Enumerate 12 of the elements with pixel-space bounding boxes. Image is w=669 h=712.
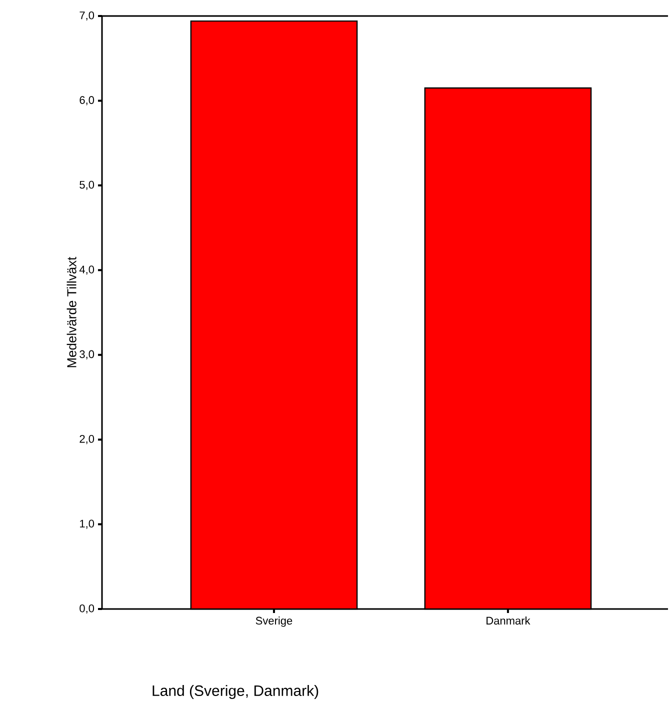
x-tick-label: Danmark [486, 616, 530, 625]
y-axis-title: Medelvärde Tillväxt [66, 256, 76, 368]
y-tick-label: 4,0 [80, 266, 94, 275]
y-tick-label: 7,0 [80, 11, 94, 21]
y-tick-label: 0,0 [80, 604, 94, 614]
y-tick-label: 2,0 [80, 435, 94, 444]
y-tick-label: 3,0 [80, 350, 94, 360]
x-axis-title: Land (Sverige, Danmark) [152, 685, 318, 699]
y-tick-label: 6,0 [80, 96, 94, 106]
x-tick-label: Sverige [256, 616, 292, 627]
y-tick-label: 1,0 [80, 520, 94, 529]
y-tick-label: 5,0 [80, 180, 94, 190]
